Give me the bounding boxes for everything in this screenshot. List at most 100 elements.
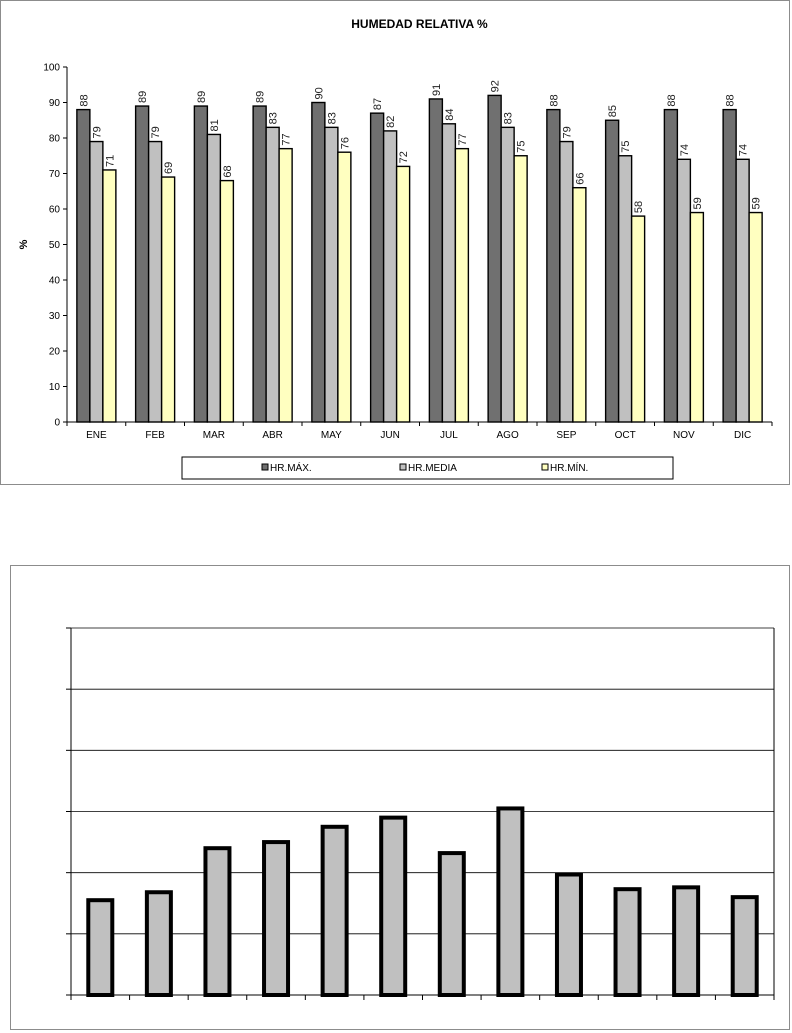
bar	[76, 108, 91, 423]
legend-swatch	[261, 463, 269, 471]
bar	[487, 94, 502, 423]
bar	[454, 147, 470, 423]
bar	[160, 176, 176, 423]
legend-swatch	[399, 463, 407, 471]
bar	[735, 158, 750, 423]
bar	[219, 179, 235, 423]
chart-title: HUMEDAD RELATIVA %	[351, 17, 488, 31]
bar	[144, 890, 173, 997]
data-label: 69	[163, 162, 175, 174]
legend-label: HR.MÁX.	[270, 461, 312, 474]
bar	[617, 155, 633, 423]
data-label: 88	[548, 94, 560, 106]
data-label: 79	[150, 126, 162, 138]
bar	[203, 846, 232, 998]
bar	[369, 112, 385, 423]
bar	[278, 147, 293, 423]
data-label: 89	[137, 91, 149, 103]
bar	[500, 126, 515, 423]
data-label: 74	[738, 144, 750, 156]
y-tick-label: 40	[49, 276, 61, 287]
bar	[572, 186, 587, 423]
bar	[193, 105, 209, 423]
data-label: 83	[326, 112, 338, 124]
data-label: 77	[457, 133, 469, 145]
x-tick-label: DIC	[734, 430, 751, 441]
legend-label: HR.MÍN.	[550, 461, 588, 474]
x-tick-label: ABR	[262, 430, 283, 441]
monthly-bar-chart	[10, 565, 790, 1030]
bar	[382, 130, 398, 423]
bar	[134, 105, 150, 423]
bar	[147, 140, 163, 423]
data-label: 91	[431, 84, 443, 96]
bar	[252, 105, 267, 423]
data-label: 82	[385, 116, 397, 128]
bar	[324, 126, 339, 423]
y-tick-label: 50	[49, 240, 61, 251]
data-label: 59	[751, 197, 763, 209]
y-tick-label: 60	[49, 205, 61, 216]
bar	[546, 108, 561, 423]
bar	[689, 211, 705, 423]
data-label: 79	[561, 126, 573, 138]
bar	[428, 98, 444, 423]
y-tick-label: 20	[49, 347, 61, 358]
x-tick-label: AGO	[497, 430, 519, 441]
data-label: 83	[268, 112, 280, 124]
data-label: 76	[339, 137, 351, 149]
y-tick-label: 30	[49, 311, 61, 322]
data-label: 85	[607, 105, 619, 117]
data-label: 90	[313, 87, 325, 99]
x-tick-label: SEP	[556, 430, 576, 441]
data-label: 66	[574, 172, 586, 184]
data-label: 87	[372, 98, 384, 110]
relative-humidity-chart: HUMEDAD RELATIVA %% 0 10 20 30 40 50 60 70 80 90 10…	[0, 0, 790, 485]
bar	[613, 887, 642, 998]
bar	[206, 133, 222, 423]
bar	[320, 824, 349, 997]
x-tick-label: FEB	[145, 430, 165, 441]
y-tick-label: 90	[49, 98, 61, 109]
data-label: 68	[222, 165, 234, 177]
bar	[722, 108, 737, 423]
bar	[496, 806, 525, 997]
relative-humidity-svg: HUMEDAD RELATIVA %% 0 10 20 30 40 50 60 70 80 90 10…	[18, 17, 773, 480]
bar	[395, 165, 411, 423]
y-tick-label: 0	[54, 418, 60, 429]
bar	[102, 169, 117, 423]
data-label: 59	[692, 197, 704, 209]
data-label: 75	[620, 141, 632, 153]
data-label: 84	[444, 109, 456, 121]
bar	[554, 872, 583, 998]
data-label: 71	[104, 155, 116, 167]
y-tick-label: 80	[49, 134, 61, 145]
bar	[89, 140, 104, 423]
data-label: 92	[490, 80, 502, 92]
bar	[730, 895, 759, 997]
x-tick-label: ENE	[86, 430, 107, 441]
y-tick-label: 70	[49, 169, 61, 180]
bar	[604, 119, 620, 423]
bar	[559, 140, 574, 423]
bar	[379, 815, 408, 997]
bar	[748, 211, 763, 423]
data-label: 75	[516, 141, 528, 153]
x-tick-label: NOV	[673, 430, 695, 441]
bar	[676, 158, 692, 423]
x-tick-label: JUN	[380, 430, 399, 441]
legend-swatch	[541, 463, 549, 471]
data-label: 72	[398, 151, 410, 163]
bar	[513, 155, 528, 423]
data-label: 88	[78, 94, 90, 106]
x-tick-label: JUL	[440, 430, 458, 441]
legend-label: HR.MEDIA	[408, 463, 457, 474]
y-tick-label: 100	[43, 63, 60, 74]
data-label: 74	[679, 144, 691, 156]
data-label: 81	[209, 119, 221, 131]
x-tick-label: OCT	[615, 430, 636, 441]
bar	[337, 151, 352, 423]
bar	[86, 898, 115, 998]
data-label: 83	[503, 112, 515, 124]
monthly-bar-svg	[66, 627, 775, 1000]
